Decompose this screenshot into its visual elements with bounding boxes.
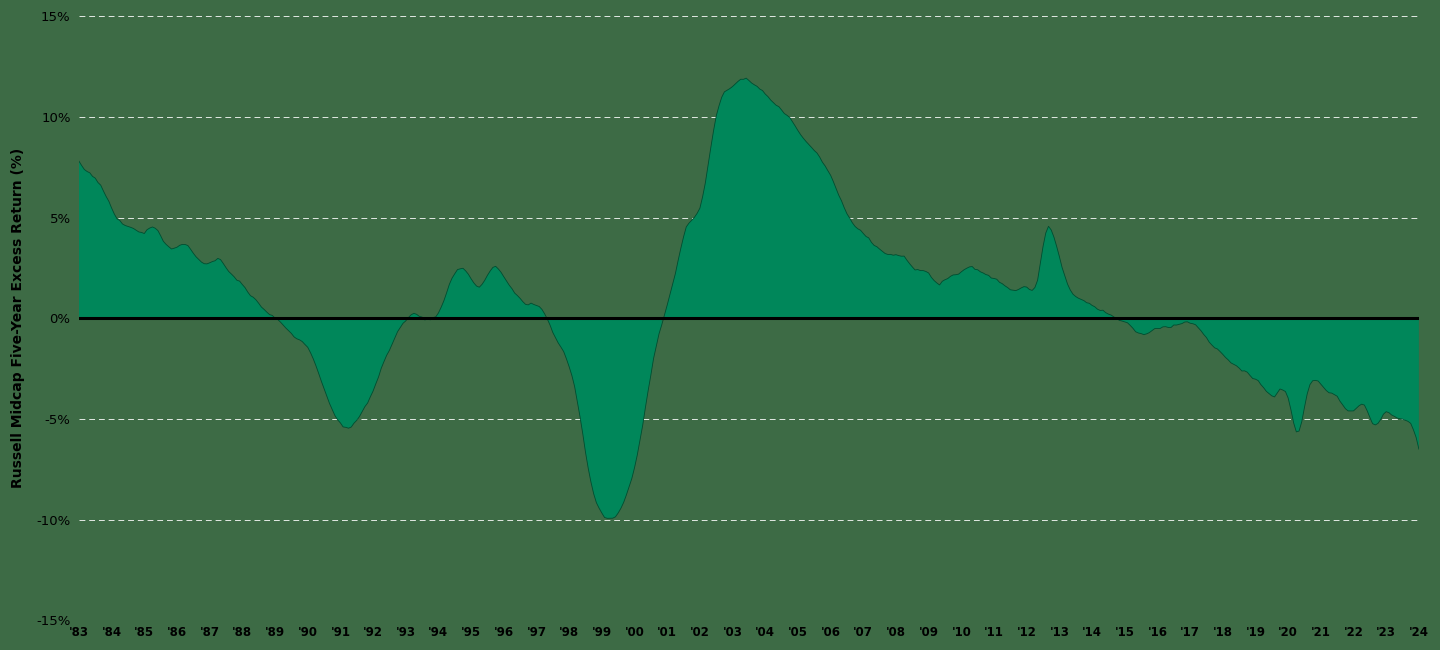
- Y-axis label: Russell Midcap Five-Year Excess Return (%): Russell Midcap Five-Year Excess Return (…: [12, 148, 24, 488]
